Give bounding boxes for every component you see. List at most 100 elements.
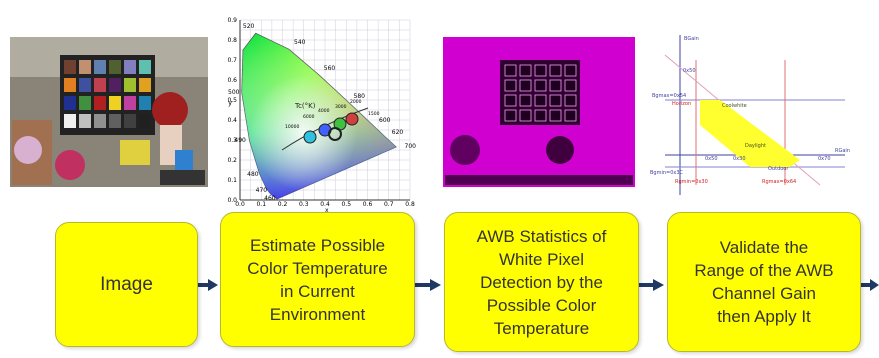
wavelength-label: 540: [294, 39, 306, 46]
y-tick-label: 0.1: [227, 177, 237, 184]
wavelength-label: 500: [228, 89, 240, 96]
window-patch: [535, 80, 546, 91]
window-patch: [565, 80, 576, 91]
color-patch: [64, 114, 76, 128]
x-tick-label: 0.5: [341, 201, 351, 208]
y-tick-label: 0.4: [227, 117, 237, 124]
x-tick-label: 0.2: [278, 201, 288, 208]
step-text: Detection by the: [480, 271, 603, 294]
color-patch: [79, 60, 91, 74]
step-text: Channel Gain: [712, 282, 816, 305]
step-text: Image: [100, 273, 153, 296]
plot-label: Bgmax=0x54: [652, 93, 686, 99]
color-patch: [94, 114, 106, 128]
color-patch: [64, 78, 76, 92]
step-text: then Apply It: [717, 305, 811, 328]
color-patch: [79, 96, 91, 110]
window-patch: [565, 65, 576, 76]
step-text: Temperature: [494, 317, 589, 340]
plot-label: 0x70: [818, 156, 831, 162]
window-patch: [535, 110, 546, 121]
window-patch: [550, 110, 561, 121]
y-tick-label: 0.6: [227, 77, 237, 84]
step-text: in Current: [280, 280, 355, 303]
wavelength-label: 520: [243, 23, 255, 30]
window-patch: [520, 110, 531, 121]
color-patch: [124, 60, 136, 74]
window-patch: [505, 65, 516, 76]
color-patch: [124, 114, 136, 128]
plot-label: Rgmin=0x30: [675, 179, 708, 185]
step-box: Image: [55, 222, 198, 347]
window-patch: [520, 65, 531, 76]
step-text: Environment: [270, 303, 365, 326]
x-tick-label: 0.7: [384, 201, 394, 208]
y-tick-label: 0.8: [227, 37, 237, 44]
wavelength-label: 700: [405, 143, 417, 150]
color-patch: [79, 114, 91, 128]
step-text: Validate the: [720, 236, 809, 259]
color-patch: [139, 114, 151, 128]
page: Tc(°K) 0.00.10.20.30.40.50.60.70.80.00.1…: [0, 0, 879, 358]
step-text: Possible Color: [487, 294, 597, 317]
x-tick-label: 0.1: [256, 201, 266, 208]
plot-label: 0x50: [705, 156, 718, 162]
color-patch: [139, 60, 151, 74]
wavelength-label: 480: [247, 171, 259, 178]
wavelength-label: 620: [392, 129, 404, 136]
wavelength-label: 470: [256, 187, 268, 194]
y-axis-label: y: [228, 99, 232, 107]
plot-label: 0x50: [683, 68, 696, 74]
window-patch: [505, 95, 516, 106]
x-tick-label: 0.3: [299, 201, 309, 208]
color-patch: [94, 96, 106, 110]
color-patch: [64, 60, 76, 74]
axis-label: BGain: [684, 36, 699, 42]
step-text: White Pixel: [499, 248, 584, 271]
x-tick-label: 0.8: [405, 201, 415, 208]
color-patch: [124, 78, 136, 92]
plot-label: Daylight: [745, 143, 766, 149]
gain-plot: BGainRGain0x50Bgmax=0x54HorizonCoolwhite…: [648, 30, 868, 206]
color-patch: [139, 78, 151, 92]
y-tick-label: 0.2: [227, 157, 237, 164]
window-patch: [535, 65, 546, 76]
temperature-label: 10000: [285, 124, 299, 130]
color-patch: [94, 60, 106, 74]
temperature-label: 3000: [335, 104, 347, 110]
axis-label: RGain: [835, 148, 850, 154]
temperature-label: 1500: [368, 111, 380, 117]
plot-label: 0x30: [733, 156, 746, 162]
window-patch: [535, 95, 546, 106]
color-patch: [124, 96, 136, 110]
white-pixel-image: [443, 37, 635, 187]
wavelength-label: 580: [354, 93, 366, 100]
step-text: Range of the AWB: [694, 259, 833, 282]
color-patch: [94, 78, 106, 92]
window-patch: [520, 95, 531, 106]
legend-title: Tc(°K): [294, 102, 316, 110]
wavelength-label: 460: [264, 195, 276, 202]
y-tick-label: 0.0: [227, 197, 237, 204]
color-patch: [109, 96, 121, 110]
temperature-label: 2000: [350, 99, 362, 105]
y-tick-label: 0.7: [227, 57, 237, 64]
plot-label: Horizon: [672, 101, 691, 107]
window-patch: [505, 110, 516, 121]
photo: [10, 37, 208, 187]
color-patch: [109, 60, 121, 74]
color-patch: [139, 96, 151, 110]
window-patch: [550, 65, 561, 76]
color-patch: [109, 78, 121, 92]
y-tick-label: 0.9: [227, 17, 237, 24]
x-tick-label: 0.6: [363, 201, 373, 208]
wavelength-label: 600: [379, 117, 391, 124]
plot-label: Outdoor: [768, 166, 789, 172]
plot-label: Bgmin=0x3C: [650, 170, 684, 176]
color-patch: [64, 96, 76, 110]
window-patch: [565, 110, 576, 121]
